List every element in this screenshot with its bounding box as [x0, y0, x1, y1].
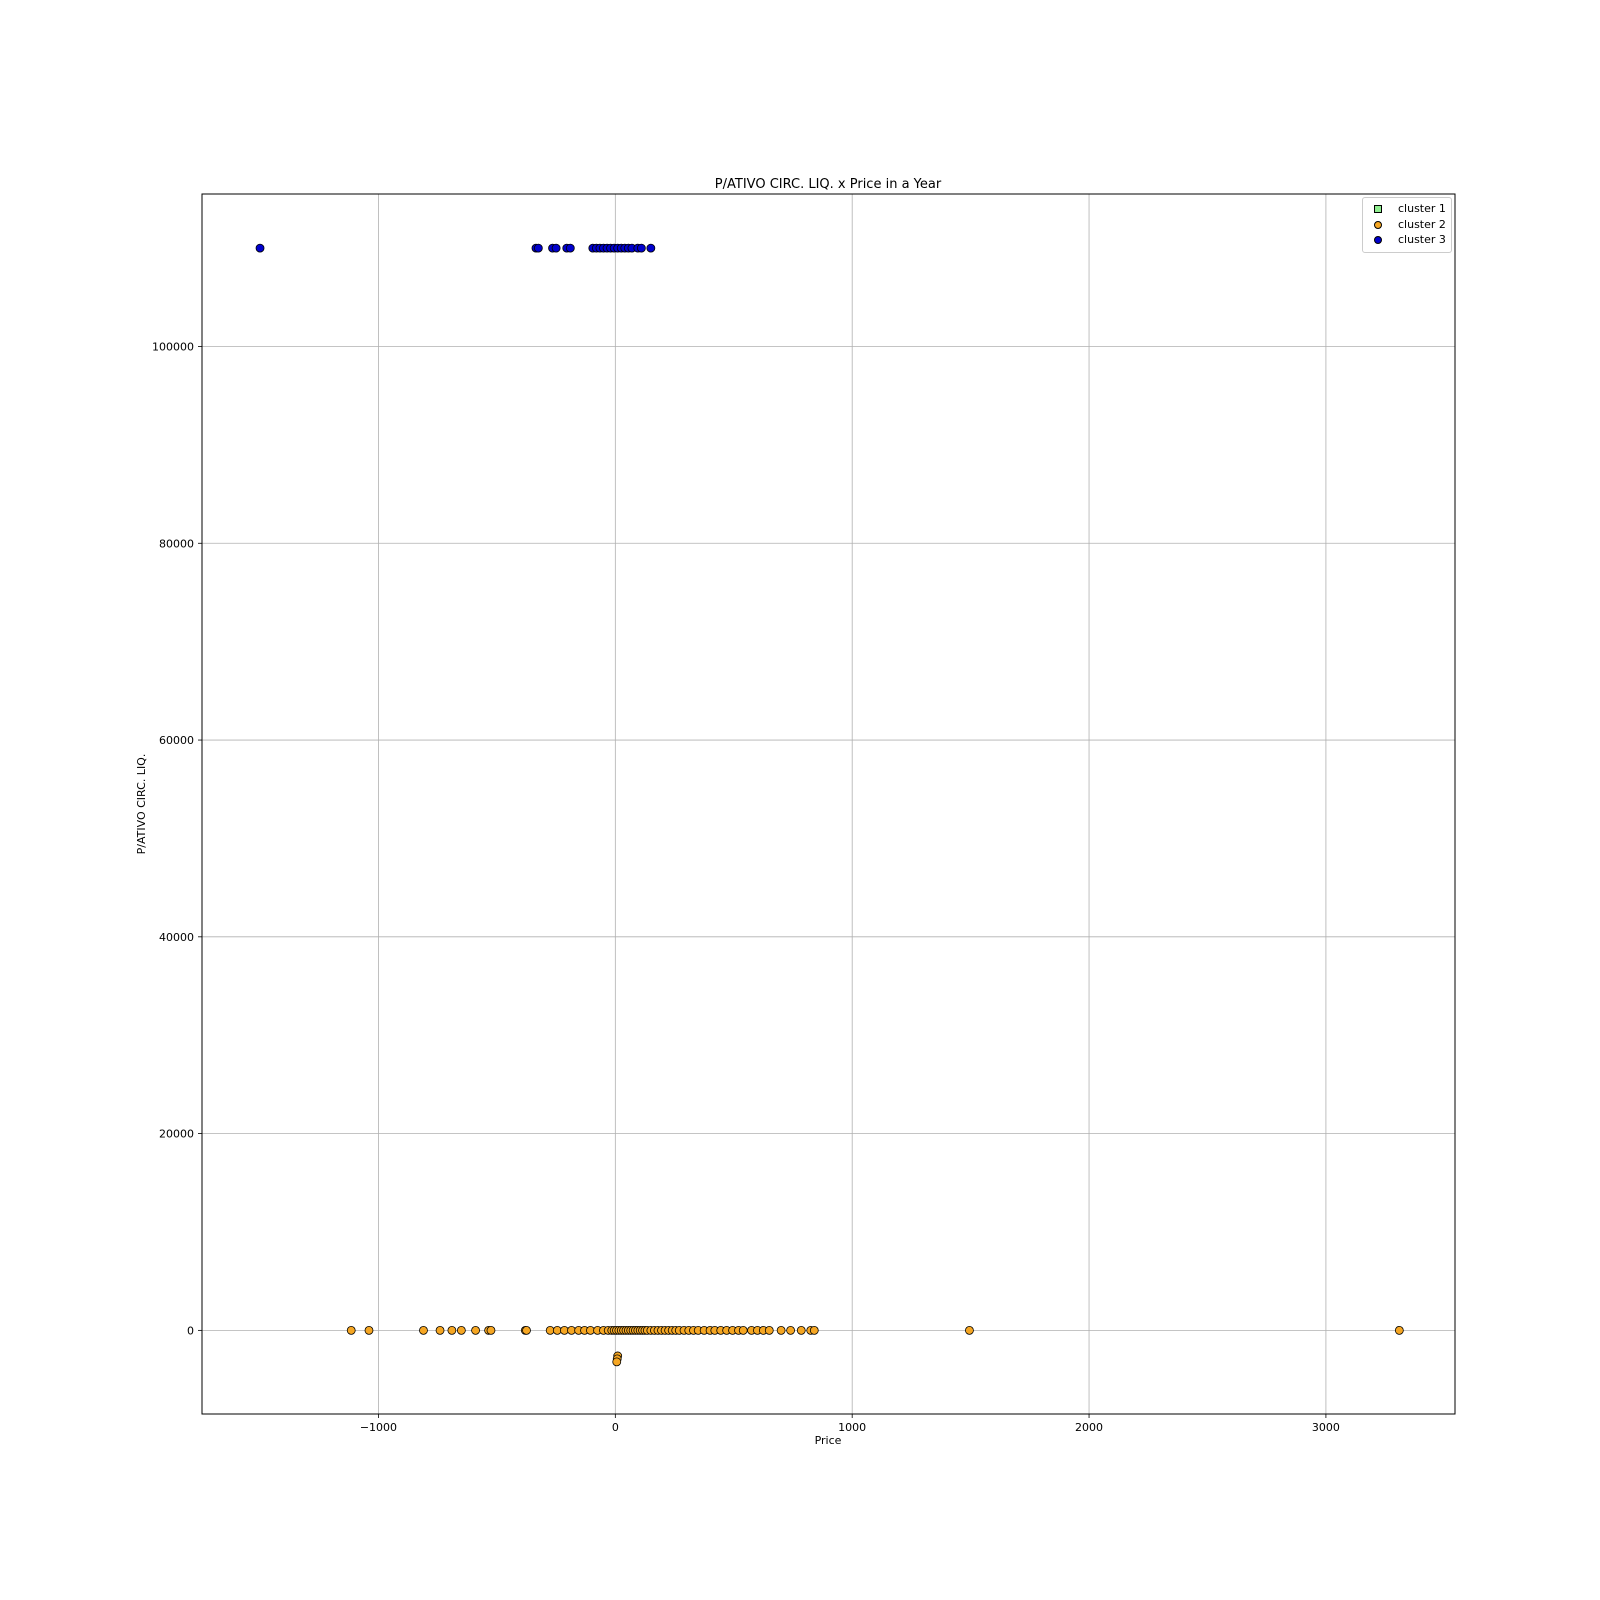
- cluster-2-point: [447, 1325, 457, 1335]
- cluster-2-point: [776, 1325, 786, 1335]
- cluster-2-point: [764, 1325, 774, 1335]
- y-tick-label: 80000: [159, 537, 194, 550]
- cluster-2-point: [486, 1325, 496, 1335]
- cluster-3-point: [636, 243, 646, 253]
- legend-label-cluster-3: cluster 3: [1398, 233, 1446, 246]
- x-axis-label: Price: [815, 1434, 842, 1447]
- cluster-2-point: [471, 1325, 480, 1335]
- cluster-2-point: [796, 1325, 806, 1335]
- x-tick-label: 0: [612, 1421, 619, 1434]
- plot-frame: [201, 193, 1456, 1415]
- cluster-3-point: [565, 243, 575, 253]
- cluster-2-point: [435, 1325, 445, 1335]
- cluster-2-point: [809, 1325, 819, 1335]
- data-points: [255, 243, 1404, 1367]
- cluster-3-point: [551, 243, 561, 253]
- x-tick-label: 2000: [1075, 1421, 1103, 1434]
- legend-label-cluster-2: cluster 2: [1398, 218, 1446, 231]
- legend-item-cluster-1: cluster 1: [1363, 202, 1451, 217]
- cluster-3-point: [255, 243, 265, 253]
- cluster-2-point: [522, 1325, 531, 1335]
- cluster-2-point: [738, 1325, 748, 1335]
- cluster-2-point: [965, 1325, 974, 1335]
- legend-marker-cluster-1: [1374, 205, 1382, 213]
- legend-item-cluster-3: cluster 3: [1363, 233, 1451, 248]
- cluster-3-point: [646, 243, 656, 253]
- y-axis-label: P/ATIVO CIRC. LIQ.: [135, 754, 148, 855]
- y-tick-label: 100000: [152, 341, 194, 354]
- x-tick-label: −1000: [360, 1421, 397, 1434]
- cluster-3-point: [533, 243, 543, 253]
- legend-item-cluster-2: cluster 2: [1363, 218, 1451, 233]
- chart-title: P/ATIVO CIRC. LIQ. x Price in a Year: [715, 177, 942, 192]
- y-tick-label: 0: [187, 1324, 194, 1337]
- y-tick-label: 60000: [159, 734, 194, 747]
- cluster-2-point: [364, 1325, 374, 1335]
- x-tick-label: 3000: [1312, 1421, 1340, 1434]
- legend-label-cluster-1: cluster 1: [1398, 202, 1446, 215]
- cluster-2-point: [612, 1357, 622, 1367]
- y-tick-label: 40000: [159, 931, 194, 944]
- axis-ticks: −1000 0 1000 2000 3000 0 20000 40000 60000 80000 1…: [152, 341, 1340, 1435]
- x-tick-label: 1000: [838, 1421, 866, 1434]
- cluster-2-point: [786, 1325, 796, 1335]
- legend-marker-cluster-2: [1374, 221, 1382, 229]
- cluster-2-point: [419, 1325, 428, 1335]
- y-tick-label: 20000: [159, 1128, 194, 1141]
- cluster-2-point: [1394, 1325, 1404, 1335]
- cluster-2-point: [456, 1325, 466, 1335]
- grid-lines: [202, 194, 1455, 1414]
- legend-marker-cluster-3: [1374, 236, 1382, 244]
- legend: cluster 1 cluster 2 cluster 3: [1362, 197, 1452, 253]
- cluster-2-point: [346, 1325, 356, 1335]
